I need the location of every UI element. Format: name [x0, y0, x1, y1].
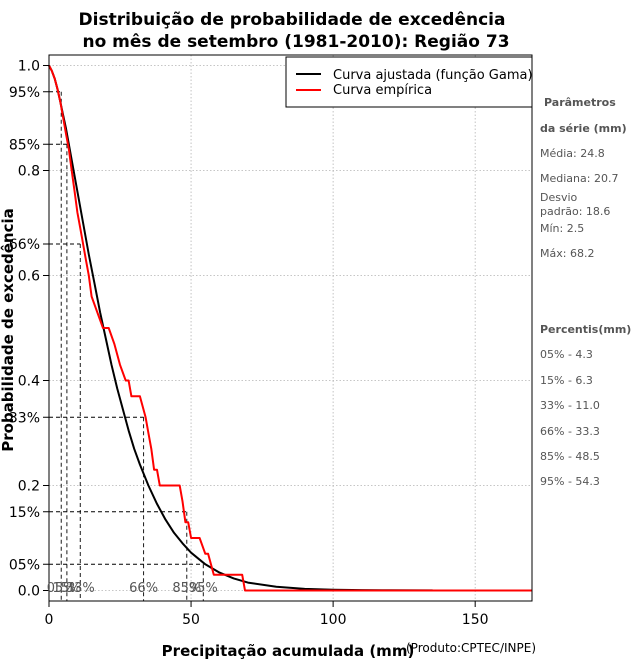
- y-tick-label-4: 33%: [9, 410, 40, 426]
- y-tick-label-9: 85%: [9, 137, 40, 153]
- percentil-66: 66% - 33.3: [540, 425, 600, 438]
- param-desvio-line2: padrão: 18.6: [540, 205, 610, 218]
- legend-box: [285, 56, 533, 108]
- y-tick-label-6: 0.6: [18, 269, 40, 285]
- chart-title-line1: Distribuição de probabilidade de excedên…: [79, 10, 506, 30]
- percentis-title: Percentis(mm): [540, 323, 631, 336]
- x-tick-label-0: 0: [45, 612, 54, 628]
- y-tick-label-5: 0.4: [18, 374, 40, 390]
- bottom-pct-label-2: 33%: [66, 581, 95, 596]
- param-mediana: Mediana: 20.7: [540, 172, 618, 185]
- param-desvio-line1: Desvio: [540, 191, 578, 204]
- param-max: Máx: 68.2: [540, 247, 594, 260]
- percentil-05: 05% - 4.3: [540, 348, 593, 361]
- bottom-pct-label-3: 66%: [129, 581, 158, 596]
- bottom-percent-labels: 05%15%33% 66% 85%95%: [47, 581, 218, 596]
- percentile-guides: [49, 91, 204, 601]
- x-axis-label: Precipitação acumulada (mm): [162, 642, 415, 660]
- percentil-15: 15% - 6.3: [540, 374, 593, 387]
- legend: Curva ajustada (função Gama) Curva empír…: [285, 56, 533, 108]
- percentil-95: 95% - 54.3: [540, 475, 600, 488]
- y-tick-label-7: 66%: [9, 237, 40, 253]
- chart-title-line2: no mês de setembro (1981-2010): Região 7…: [82, 32, 509, 52]
- bottom-pct-label-0: 05%: [47, 581, 76, 596]
- params-title-line1: Parâmetros: [544, 96, 616, 109]
- credit-text: (Produto:CPTEC/INPE): [406, 641, 536, 655]
- y-tick-label-10: 95%: [9, 85, 40, 101]
- y-tick-label-3: 0.2: [18, 479, 40, 495]
- grid: [49, 55, 532, 601]
- series-empirical: [48, 65, 532, 592]
- y-axis-ticks: 0.0 05% 15% 0.2 33% 0.4 0.6 66% 0.8 85% 95% 1.0: [9, 59, 49, 600]
- legend-label-empirical: Curva empírica: [333, 83, 432, 98]
- param-media: Média: 24.8: [540, 147, 605, 160]
- x-tick-label-3: 150: [462, 612, 489, 628]
- bottom-pct-label-1: 15%: [52, 581, 81, 596]
- plot-frame: [48, 54, 533, 602]
- x-axis-ticks: 0 50 100 150: [45, 601, 489, 628]
- params-title-line2: da série (mm): [540, 122, 627, 135]
- series-lines: [48, 65, 532, 592]
- bottom-pct-label-5: 95%: [189, 581, 218, 596]
- percentil-85: 85% - 48.5: [540, 450, 600, 463]
- x-tick-label-2: 100: [320, 612, 347, 628]
- y-tick-label-8: 0.8: [18, 164, 40, 180]
- legend-label-fitted: Curva ajustada (função Gama): [333, 68, 533, 83]
- y-axis-label: Probabilidade de excedência: [0, 208, 17, 452]
- x-tick-label-1: 50: [182, 612, 200, 628]
- percentil-33: 33% - 11.0: [540, 399, 600, 412]
- param-min: Mín: 2.5: [540, 222, 584, 235]
- side-panel: Parâmetros da série (mm) Média: 24.8 Med…: [540, 96, 631, 488]
- y-tick-label-11: 1.0: [18, 59, 40, 75]
- y-tick-label-2: 15%: [9, 505, 40, 521]
- y-tick-label-0: 0.0: [18, 584, 40, 600]
- bottom-pct-label-4: 85%: [172, 581, 201, 596]
- y-tick-label-1: 05%: [9, 557, 40, 573]
